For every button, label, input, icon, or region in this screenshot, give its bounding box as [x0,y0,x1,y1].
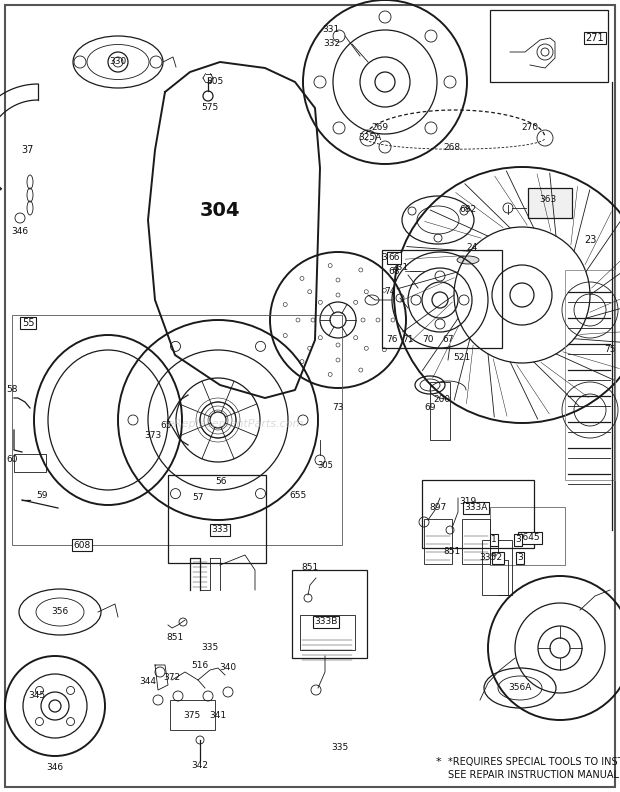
Text: 304: 304 [200,200,241,219]
Text: 325: 325 [381,253,399,262]
Text: 335: 335 [202,643,219,653]
Text: 344: 344 [140,677,156,687]
Text: 74: 74 [384,287,396,296]
Bar [424,519,452,564]
Text: 341: 341 [210,710,226,719]
Text: 333B: 333B [314,618,338,626]
Text: 71: 71 [402,336,414,345]
Text: 319: 319 [459,497,477,507]
Text: 55: 55 [22,318,34,328]
Text: 76: 76 [386,336,398,345]
Text: 70: 70 [422,336,434,345]
Text: 305: 305 [206,78,224,86]
Text: 200: 200 [433,395,451,405]
Text: 23: 23 [584,235,596,245]
Bar [565,270,615,480]
Text: *REQUIRES SPECIAL TOOLS TO INSTALL.: *REQUIRES SPECIAL TOOLS TO INSTALL. [448,757,620,767]
Text: 372: 372 [164,673,180,683]
Text: 65: 65 [160,421,172,429]
Text: 37: 37 [22,145,34,155]
Text: 331: 331 [323,25,340,35]
Text: 345: 345 [29,691,45,700]
Text: 271: 271 [586,33,604,43]
Text: 75: 75 [604,345,616,355]
Ellipse shape [457,256,479,264]
Text: 851: 851 [443,547,461,557]
Text: *645: *645 [519,534,541,543]
Text: 58: 58 [6,386,18,394]
Bar [170,700,215,730]
Text: SEE REPAIR INSTRUCTION MANUAL.: SEE REPAIR INSTRUCTION MANUAL. [448,770,620,780]
Text: *: * [435,757,441,767]
Text: 269: 269 [371,124,389,132]
Text: 608: 608 [73,540,91,550]
Text: 1: 1 [491,535,497,545]
Text: 333A: 333A [464,504,488,512]
Text: 333: 333 [211,526,229,535]
Bar [462,519,490,564]
Bar [14,454,46,472]
Text: 325A: 325A [358,134,382,143]
Bar [292,570,367,658]
Text: 575: 575 [202,104,219,112]
Text: 655: 655 [290,490,307,500]
Bar [168,475,266,563]
Text: 373: 373 [144,431,162,440]
Text: 342: 342 [192,760,208,770]
Text: 305: 305 [317,460,333,470]
Text: 346: 346 [11,227,29,237]
Text: 340: 340 [219,664,237,672]
Text: 66: 66 [388,253,400,262]
Text: 56: 56 [215,478,227,486]
Bar [430,382,450,440]
Text: 68: 68 [388,268,400,276]
Text: 268: 268 [443,143,461,153]
Text: 356A: 356A [508,683,532,692]
Bar [490,507,565,565]
Text: 59: 59 [36,490,48,500]
Text: 231: 231 [391,264,409,272]
Text: 60: 60 [6,455,18,464]
Bar [422,480,534,548]
Text: 57: 57 [192,493,204,502]
Text: 3: 3 [517,554,523,562]
Bar [490,10,608,82]
Text: 356: 356 [51,607,69,616]
Bar [382,250,502,348]
Text: 335: 335 [479,554,497,562]
Text: 516: 516 [192,661,208,669]
Text: 375: 375 [184,710,201,719]
Text: 330: 330 [109,58,126,67]
Text: 897: 897 [430,504,446,512]
Text: 3: 3 [515,535,521,545]
Text: 363: 363 [539,196,557,204]
Text: 521: 521 [453,353,471,363]
Text: *2: *2 [493,554,503,562]
Bar [300,615,355,650]
Bar [482,540,512,595]
Text: 67: 67 [442,336,454,345]
Text: 270: 270 [521,124,539,132]
Text: 332: 332 [323,40,340,48]
Text: 346: 346 [46,763,64,772]
Text: eReplacementParts.com: eReplacementParts.com [167,419,304,428]
Text: 851: 851 [166,634,184,642]
Text: 851: 851 [301,563,319,573]
Text: 69: 69 [424,403,436,413]
Bar [12,315,342,545]
Text: 335: 335 [331,744,348,752]
Bar [528,188,572,218]
Text: 682: 682 [459,205,477,215]
Text: 73: 73 [332,403,343,413]
Text: 24: 24 [466,243,477,253]
